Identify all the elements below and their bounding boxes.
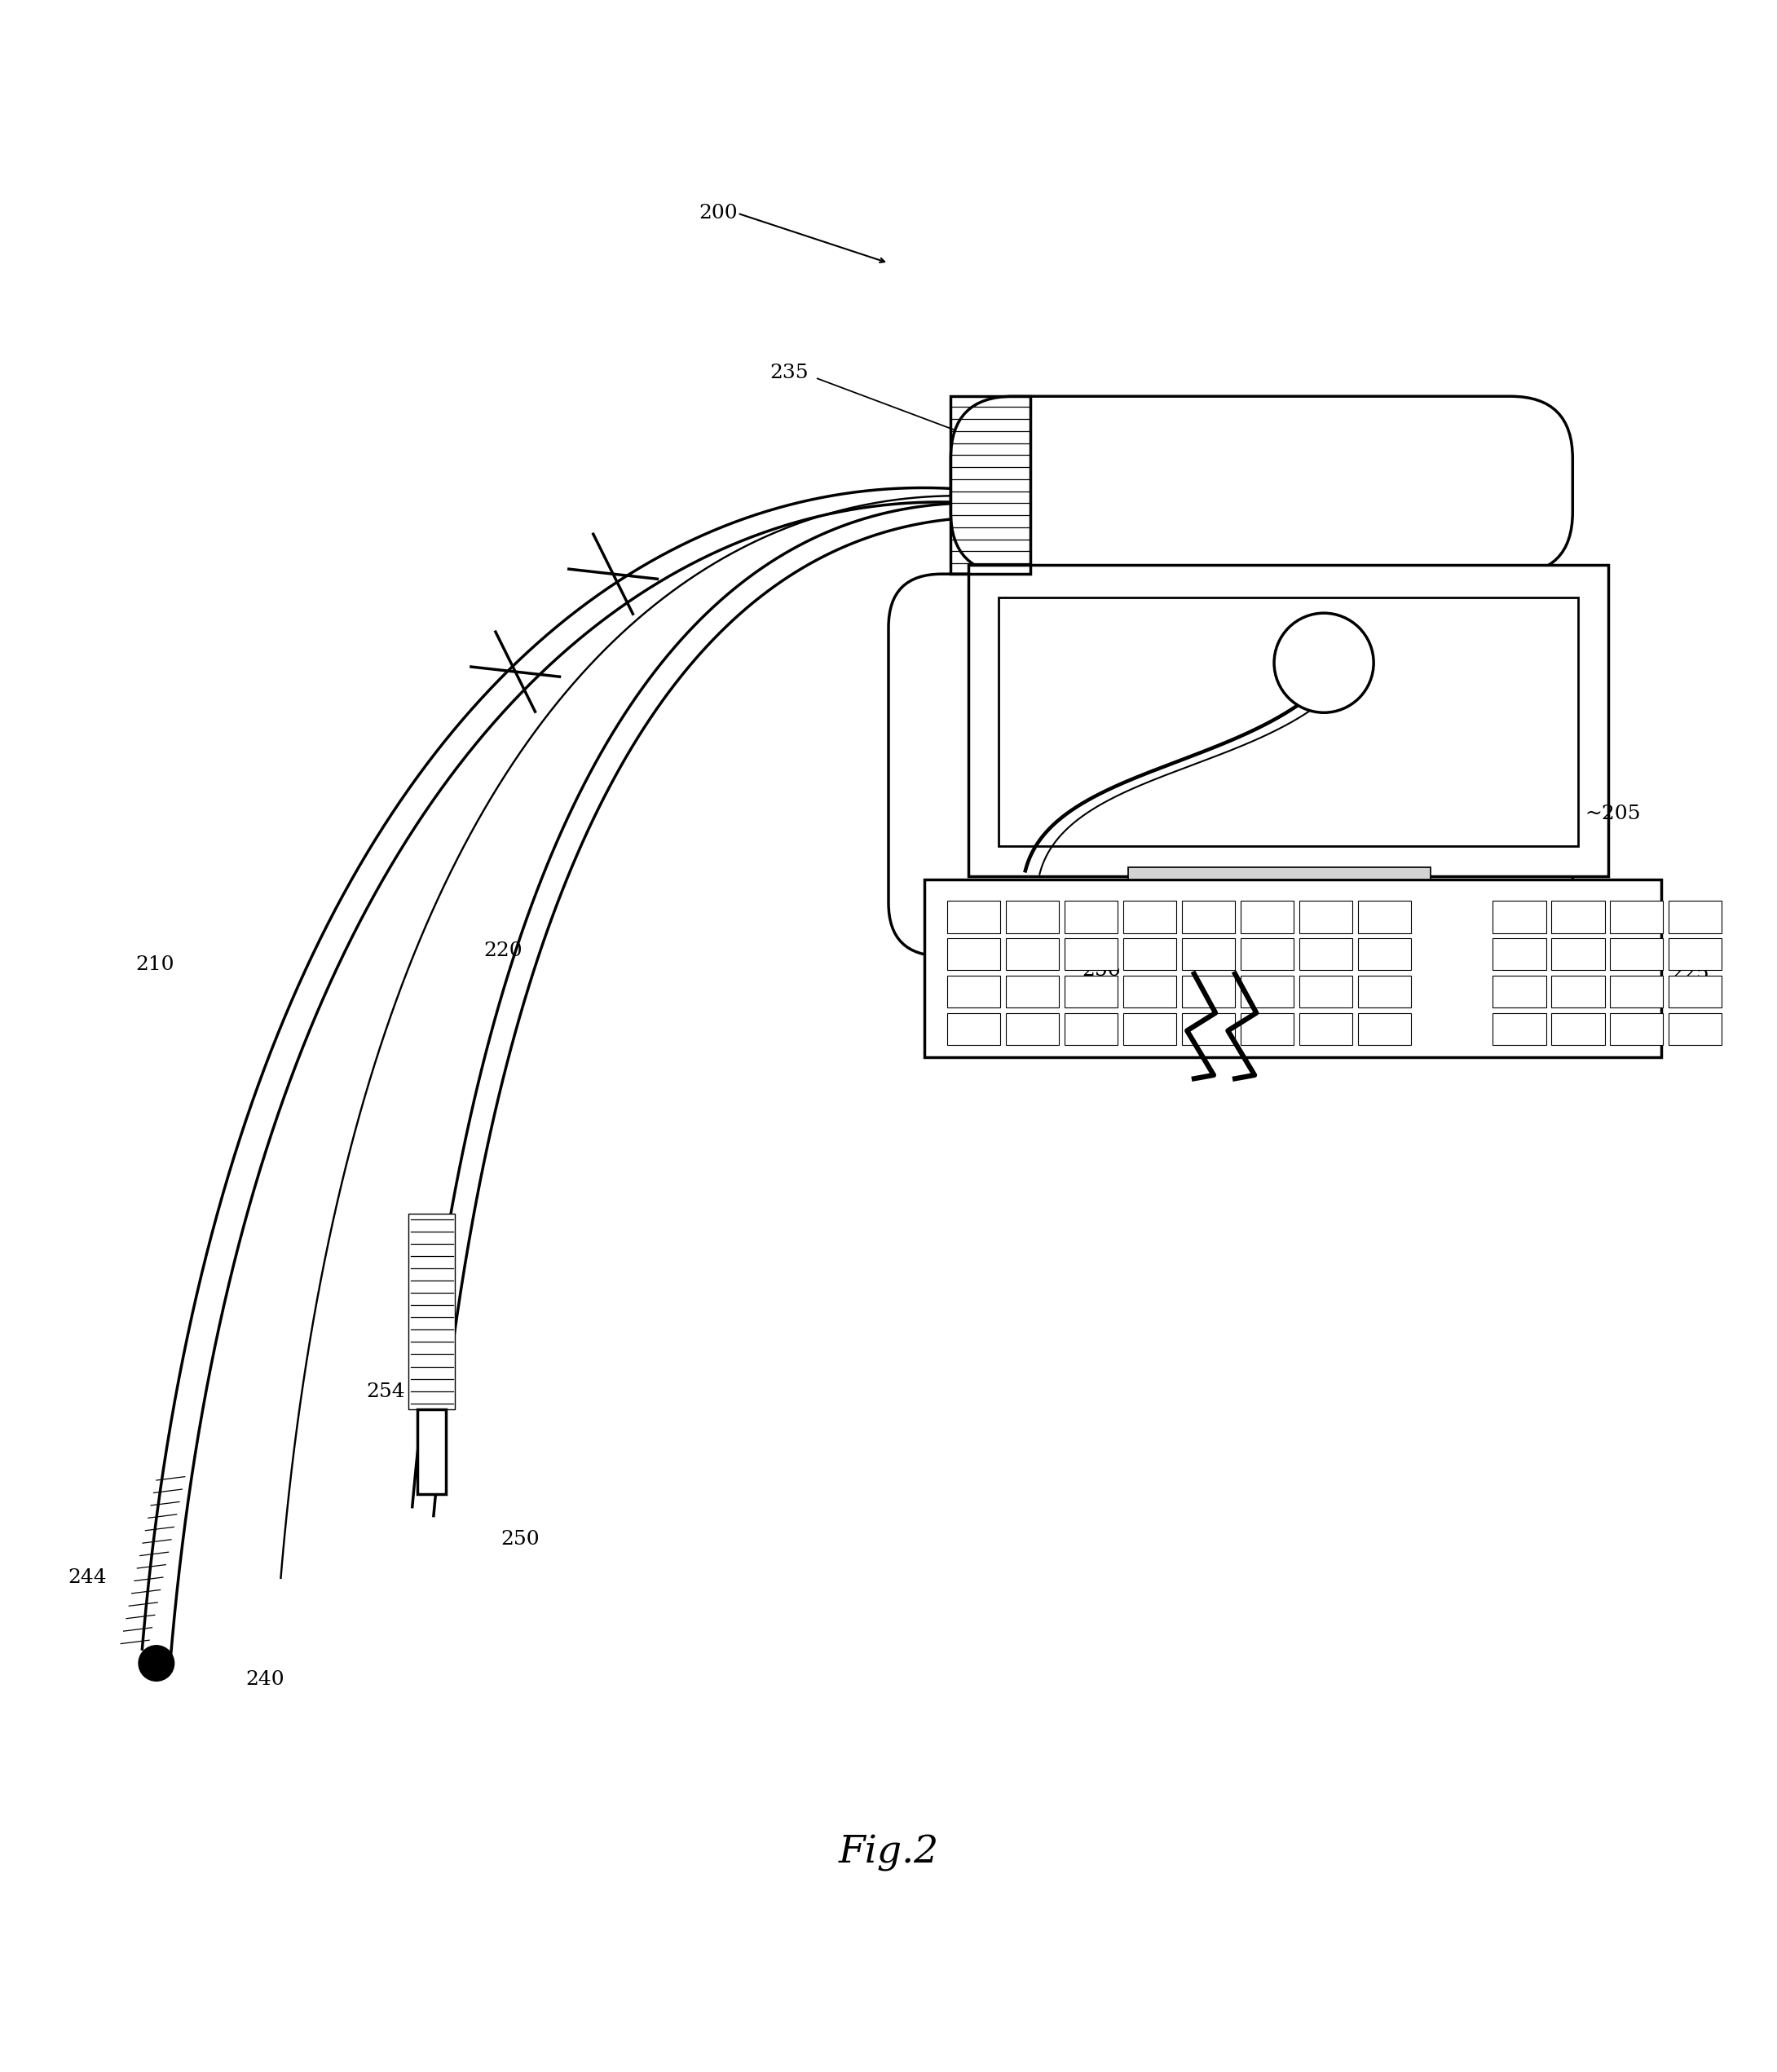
Bar [1064,1013,1118,1044]
Bar [1551,901,1605,932]
Text: 254: 254 [366,1382,405,1401]
Bar [947,901,1000,932]
Bar [1669,901,1722,932]
Bar [1182,939,1235,970]
Bar [1123,1013,1176,1044]
FancyBboxPatch shape [888,574,1573,955]
Bar [1182,976,1235,1007]
Bar [1182,901,1235,932]
Bar [1358,901,1411,932]
Bar [1299,1013,1352,1044]
Text: ~205: ~205 [1585,804,1640,823]
Bar [1610,1013,1663,1044]
Bar [1006,976,1059,1007]
Bar [418,1409,446,1494]
Bar [1006,1013,1059,1044]
Text: 244: 244 [68,1569,107,1587]
Text: 200: 200 [698,203,737,222]
Bar [1493,976,1546,1007]
Bar [1493,1013,1546,1044]
Bar [1551,976,1605,1007]
Bar [1123,976,1176,1007]
Text: 230: 230 [1208,603,1247,622]
Circle shape [1274,613,1374,713]
Bar [1123,939,1176,970]
Text: 235: 235 [769,365,809,383]
Text: 240: 240 [245,1670,284,1689]
Circle shape [139,1645,174,1680]
Bar [1299,939,1352,970]
Bar [1669,939,1722,970]
Bar [1610,901,1663,932]
Bar [1182,1013,1235,1044]
Text: 210: 210 [135,955,174,974]
Bar [947,976,1000,1007]
Bar [951,396,1031,574]
Bar [924,881,1661,1057]
Text: 220: 220 [483,941,522,959]
Bar [1493,939,1546,970]
Bar [999,597,1578,845]
Bar [1240,939,1294,970]
Text: 225: 225 [1670,963,1709,984]
Bar [1064,939,1118,970]
Bar [409,1214,455,1409]
Text: 256: 256 [1082,961,1121,980]
Bar [1551,1013,1605,1044]
Bar [1299,901,1352,932]
Bar [1610,976,1663,1007]
Bar [1123,901,1176,932]
Bar [1358,1013,1411,1044]
Bar [1358,976,1411,1007]
Bar [1358,939,1411,970]
Text: Fig.2: Fig.2 [839,1836,938,1871]
Bar [1006,939,1059,970]
Bar [1299,976,1352,1007]
Bar [1240,1013,1294,1044]
Bar [1669,1013,1722,1044]
Bar [968,566,1608,876]
Bar [1551,939,1605,970]
Bar [1669,976,1722,1007]
Bar [1493,901,1546,932]
Text: 250: 250 [501,1529,540,1548]
Bar [1064,901,1118,932]
FancyBboxPatch shape [951,396,1573,574]
Bar [1064,976,1118,1007]
Bar [947,939,1000,970]
Bar [1128,868,1430,881]
Bar [1240,901,1294,932]
Bar [1610,939,1663,970]
Bar [1240,976,1294,1007]
Bar [947,1013,1000,1044]
Bar [1006,901,1059,932]
